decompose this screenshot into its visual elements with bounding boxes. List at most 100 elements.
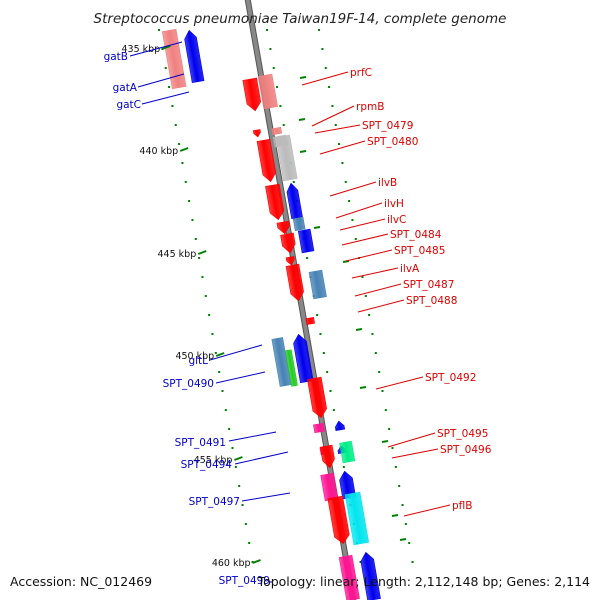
gene-gatA bbox=[184, 29, 205, 83]
gene-arrow bbox=[334, 420, 346, 432]
gene-arrow bbox=[293, 333, 314, 384]
gene-features bbox=[161, 28, 381, 600]
gene-prfC-red bbox=[242, 77, 262, 112]
track-dot bbox=[332, 409, 335, 411]
gene-label: SPT_0487 bbox=[403, 279, 454, 291]
track-dot bbox=[351, 219, 354, 221]
gene-arrow bbox=[285, 263, 304, 302]
leader-line bbox=[301, 71, 349, 86]
track-dot bbox=[361, 276, 364, 278]
track-dot bbox=[384, 409, 387, 411]
track-dot bbox=[214, 352, 217, 354]
track-dot bbox=[164, 67, 167, 69]
gene-label: SPT_0491 bbox=[175, 437, 226, 449]
track-dot bbox=[272, 67, 275, 69]
gene-arrow bbox=[265, 183, 285, 221]
track-dot bbox=[221, 390, 224, 392]
gene-SPT_0499 bbox=[338, 554, 360, 600]
leader-line bbox=[357, 299, 405, 313]
gene-ilvH-steel bbox=[292, 216, 306, 232]
track-dot bbox=[334, 124, 337, 126]
gene-arrow bbox=[292, 216, 306, 232]
gene-label: gatC bbox=[116, 99, 141, 111]
track-tick bbox=[381, 440, 389, 443]
track-dot bbox=[316, 314, 319, 316]
leader-line bbox=[241, 492, 291, 502]
track-dot bbox=[331, 105, 334, 107]
gene-labels: gatB gatA gatC gltL SPT_0490 SPT_0491 SPT_0494… bbox=[104, 51, 492, 587]
track-dot bbox=[181, 162, 184, 164]
track-dot bbox=[326, 371, 329, 373]
track-dot bbox=[408, 542, 411, 544]
track-dot bbox=[168, 86, 171, 88]
leader-line bbox=[403, 504, 451, 517]
leader-line bbox=[341, 233, 389, 246]
gene-gltL-bar bbox=[271, 337, 292, 387]
track-dot bbox=[322, 352, 325, 354]
label-leader-lines bbox=[129, 41, 451, 583]
gene-arrow bbox=[286, 182, 303, 220]
gene-label: SPT_0499 bbox=[219, 575, 270, 587]
track-dot bbox=[191, 219, 194, 221]
gene-arrow bbox=[339, 440, 356, 464]
gene-label: ilvC bbox=[387, 214, 406, 226]
position-tick bbox=[197, 250, 207, 255]
track-dot bbox=[279, 105, 282, 107]
track-dot bbox=[198, 257, 201, 259]
gene-arrow bbox=[276, 220, 290, 235]
gene-gatB bbox=[161, 28, 187, 90]
gene-pflB-red bbox=[327, 495, 350, 545]
track-dot bbox=[241, 504, 244, 506]
gene-SPT_0497 bbox=[320, 472, 339, 502]
gene-prfC bbox=[257, 73, 278, 110]
leader-line bbox=[234, 451, 289, 465]
gene-label: ilvA bbox=[400, 263, 420, 275]
track-dot bbox=[404, 523, 407, 525]
gene-label: pflB bbox=[452, 500, 472, 512]
leader-line bbox=[375, 376, 424, 390]
position-tick bbox=[179, 147, 189, 152]
track-dot bbox=[211, 333, 214, 335]
track-dot bbox=[306, 257, 309, 259]
track-dot bbox=[328, 86, 331, 88]
gene-label: SPT_0485 bbox=[394, 245, 445, 257]
gene-ilvB-red bbox=[265, 183, 285, 221]
track-dot bbox=[188, 200, 191, 202]
position-marker: 440 kbp bbox=[139, 146, 178, 157]
track-tick bbox=[399, 538, 407, 541]
gene-SPT_0484-red bbox=[280, 232, 296, 254]
gene-SPT_0480-red bbox=[256, 138, 277, 183]
gene-arrow bbox=[161, 28, 187, 90]
track-dot bbox=[411, 561, 414, 563]
gene-arrow bbox=[338, 554, 360, 600]
track-dot bbox=[248, 542, 251, 544]
track-dot bbox=[348, 200, 351, 202]
gene-arrow bbox=[271, 337, 292, 387]
gene-SPT_0496 bbox=[339, 440, 356, 464]
track-tick bbox=[391, 514, 399, 517]
track-dot bbox=[266, 29, 269, 31]
gene-label: SPT_0496 bbox=[440, 444, 492, 456]
gene-arrow bbox=[257, 73, 278, 110]
gene-pflB bbox=[344, 491, 370, 546]
accession-label: Accession: NC_012469 bbox=[10, 574, 152, 589]
gene-arrow bbox=[256, 138, 277, 183]
track-dot bbox=[341, 162, 344, 164]
track-dot bbox=[201, 276, 204, 278]
gene-arrow bbox=[285, 349, 298, 387]
leader-line bbox=[345, 249, 393, 262]
track-tick bbox=[299, 150, 307, 153]
gene-arrow bbox=[307, 376, 328, 419]
track-dot bbox=[292, 181, 295, 183]
gene-label: ilvH bbox=[384, 198, 404, 210]
map-title: Streptococcus pneumoniae Taiwan19F-14, c… bbox=[94, 11, 507, 27]
gene-arrow bbox=[297, 228, 315, 254]
gene-arrow bbox=[319, 444, 335, 469]
track-dot bbox=[218, 371, 221, 373]
track-dot bbox=[238, 485, 241, 487]
track-dot bbox=[354, 238, 357, 240]
track-dot bbox=[368, 314, 371, 316]
leader-line bbox=[314, 124, 361, 134]
track-dot bbox=[329, 390, 332, 392]
